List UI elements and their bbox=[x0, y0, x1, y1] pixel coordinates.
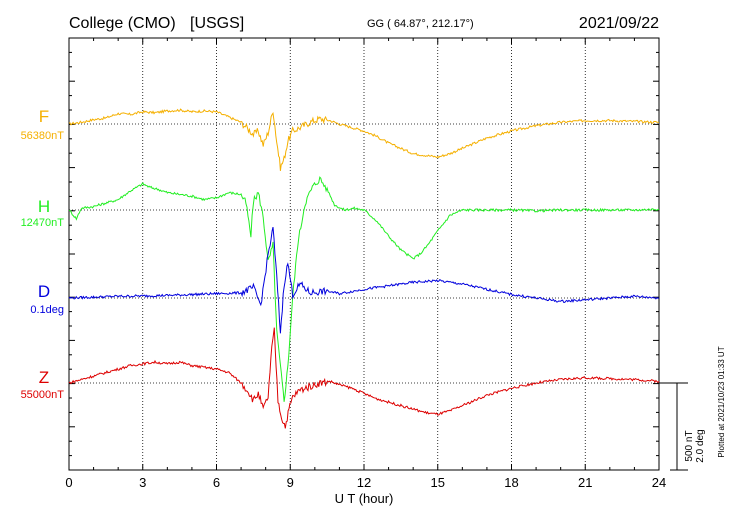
series-line-D bbox=[68, 226, 660, 334]
series-baseline-F: 56380nT bbox=[21, 130, 65, 142]
series-name-Z: Z bbox=[39, 368, 49, 387]
series-name-F: F bbox=[39, 107, 49, 126]
plotted-note: Plotted at 2021/10/23 01:33 UT bbox=[717, 346, 726, 457]
chart-date: 2021/09/22 bbox=[579, 15, 659, 32]
x-tick-label: 21 bbox=[578, 475, 592, 490]
x-tick-label: 3 bbox=[139, 475, 146, 490]
station-coordinates: GG ( 64.87°, 212.17°) bbox=[367, 18, 474, 30]
x-tick-labels: 0 3 6 9 12 15 18 21 24 bbox=[65, 475, 666, 490]
series-line-Z bbox=[68, 327, 660, 429]
x-tick-label: 18 bbox=[504, 475, 518, 490]
series-baseline-D: 0.1deg bbox=[30, 304, 64, 316]
series-name-H: H bbox=[38, 197, 50, 216]
series-name-D: D bbox=[38, 282, 50, 301]
x-tick-label: 15 bbox=[431, 475, 445, 490]
scale-bar: 500 nT 2.0 deg bbox=[659, 382, 706, 471]
x-axis-label: U T (hour) bbox=[335, 491, 394, 506]
station-title: College (CMO) bbox=[69, 15, 176, 32]
series-line-H bbox=[68, 176, 660, 402]
series-baseline-H: 12470nT bbox=[21, 217, 65, 229]
scale-bar-deg-label: 2.0 deg bbox=[695, 429, 706, 462]
source-label: [USGS] bbox=[190, 15, 244, 32]
x-tick-label: 12 bbox=[357, 475, 371, 490]
x-tick-label: 0 bbox=[65, 475, 72, 490]
x-tick-label: 9 bbox=[287, 475, 294, 490]
x-tick-label: 24 bbox=[652, 475, 666, 490]
series-baseline-Z: 55000nT bbox=[21, 389, 65, 401]
axis-ticks bbox=[68, 38, 660, 471]
scale-bar-nt-label: 500 nT bbox=[684, 430, 695, 461]
series-line-F bbox=[68, 108, 659, 171]
grid-lines bbox=[142, 38, 586, 470]
x-tick-label: 6 bbox=[213, 475, 220, 490]
series-lines bbox=[68, 108, 660, 429]
